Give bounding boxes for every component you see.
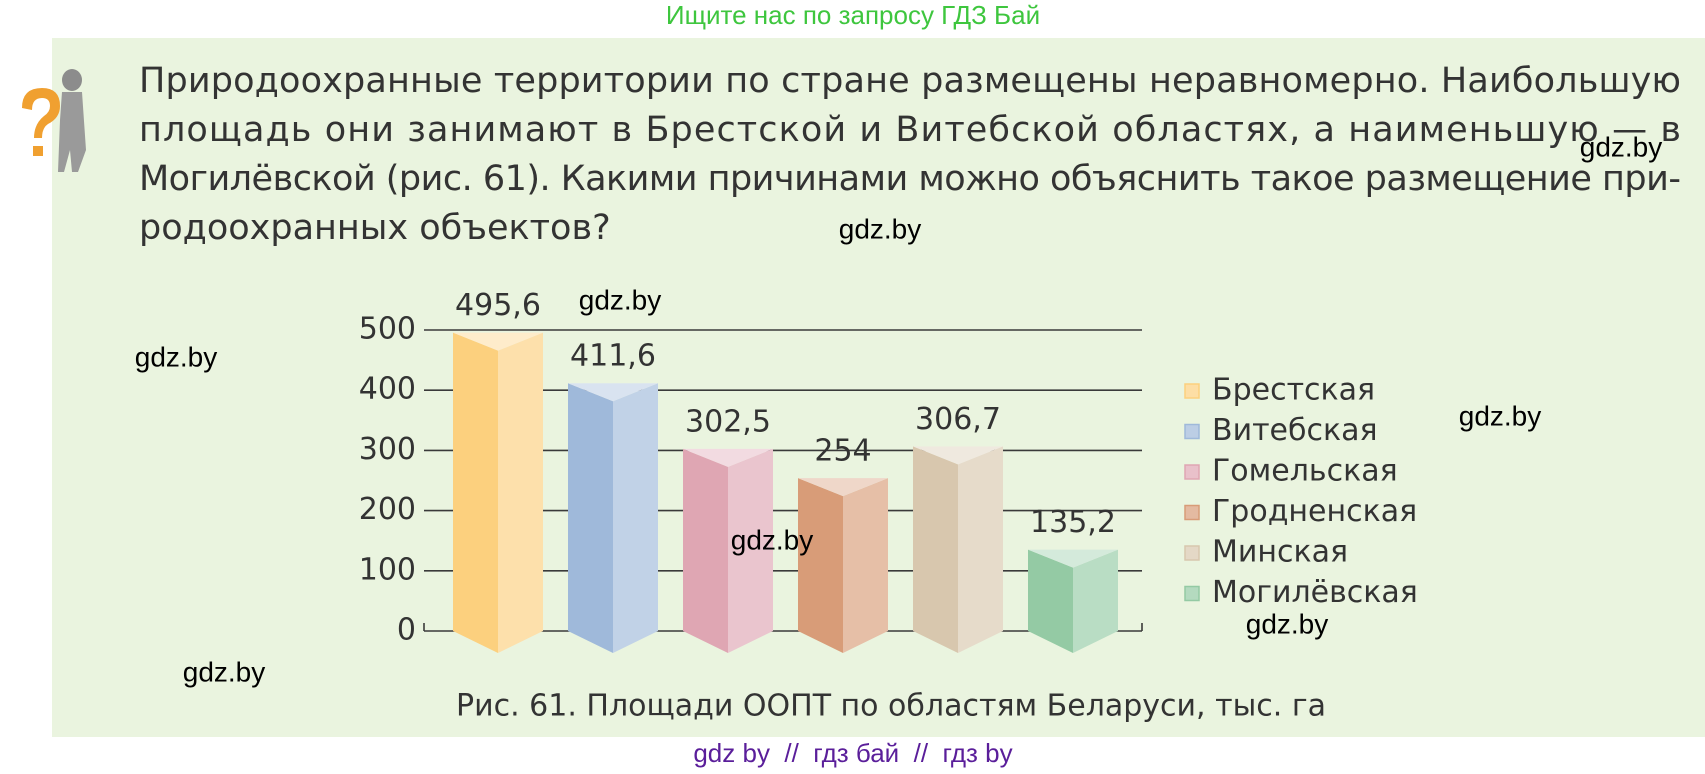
bar (453, 332, 543, 653)
bar-top (568, 383, 658, 402)
bar-top (683, 448, 773, 467)
bar-right-face (613, 383, 658, 653)
y-tick-label: 0 (397, 613, 416, 648)
legend-label: Минская (1212, 535, 1348, 570)
watermark: gdz.by (1580, 131, 1663, 162)
paragraph-line: Природоохранные территории по стране раз… (139, 61, 1681, 101)
question-icon (22, 69, 86, 172)
legend-label: Брестская (1212, 373, 1375, 408)
legend-swatch (1184, 504, 1200, 521)
bar-top (1028, 549, 1118, 568)
value-label: 302,5 (685, 404, 771, 439)
legend-swatch (1184, 545, 1200, 561)
header-title: Ищите нас по запросу ГДЗ Бай (666, 0, 1040, 30)
bar-top (453, 332, 543, 351)
y-tick-label: 300 (359, 432, 416, 467)
watermark: gdz.by (1459, 400, 1542, 431)
watermark: gdz.by (579, 284, 662, 315)
bar (1028, 549, 1118, 653)
legend-label: Витебская (1212, 413, 1378, 448)
watermark: gdz.by (1246, 608, 1329, 639)
bar (683, 448, 773, 653)
y-tick-label: 500 (359, 312, 416, 347)
legend-swatch (1184, 383, 1200, 399)
y-tick-label: 100 (359, 552, 416, 587)
legend-swatch (1184, 423, 1200, 440)
watermark: gdz.by (839, 213, 922, 244)
bar-right-face (728, 448, 773, 653)
bar-right-face (958, 446, 1003, 653)
bar-left-face (798, 478, 843, 653)
watermark: gdz.by (135, 341, 218, 372)
footer: gdz by // гдз бай // гдз by (693, 738, 1012, 768)
watermark: gdz.by (183, 656, 266, 687)
bar-right-face (1073, 549, 1118, 653)
legend-label: Гродненская (1212, 494, 1417, 529)
bar (568, 383, 658, 653)
bar-right-face (498, 332, 543, 653)
bar-left-face (913, 446, 958, 653)
legend-swatch (1184, 464, 1200, 480)
bar (913, 446, 1003, 653)
paragraph-line: родоохранных объектов? (139, 208, 611, 248)
legend-swatch (1184, 585, 1200, 602)
value-label: 135,2 (1030, 505, 1116, 540)
bar-top (913, 446, 1003, 465)
bar-left-face (1028, 549, 1073, 653)
value-label: 306,7 (915, 402, 1001, 437)
bar-left-face (568, 383, 613, 653)
bar-left-face (453, 332, 498, 653)
paragraph-line: площадь они занимают в Брестской и Витеб… (139, 110, 1681, 150)
value-label: 254 (814, 434, 871, 469)
bar-left-face (683, 448, 728, 653)
y-tick-label: 400 (359, 372, 416, 407)
value-label: 495,6 (455, 288, 541, 323)
legend-label: Гомельская (1212, 454, 1398, 489)
value-label: 411,6 (570, 339, 656, 374)
bar-right-face (843, 478, 888, 653)
paragraph-line: Могилёвской (рис. 61). Какими причинами … (139, 159, 1681, 199)
watermark: gdz.by (731, 524, 814, 555)
legend-label: Могилёвская (1212, 575, 1418, 610)
chart-caption: Рис. 61. Площади ООПТ по областям Белару… (456, 689, 1326, 724)
bar-top (798, 478, 888, 497)
bar (798, 478, 888, 653)
y-tick-label: 200 (359, 492, 416, 527)
